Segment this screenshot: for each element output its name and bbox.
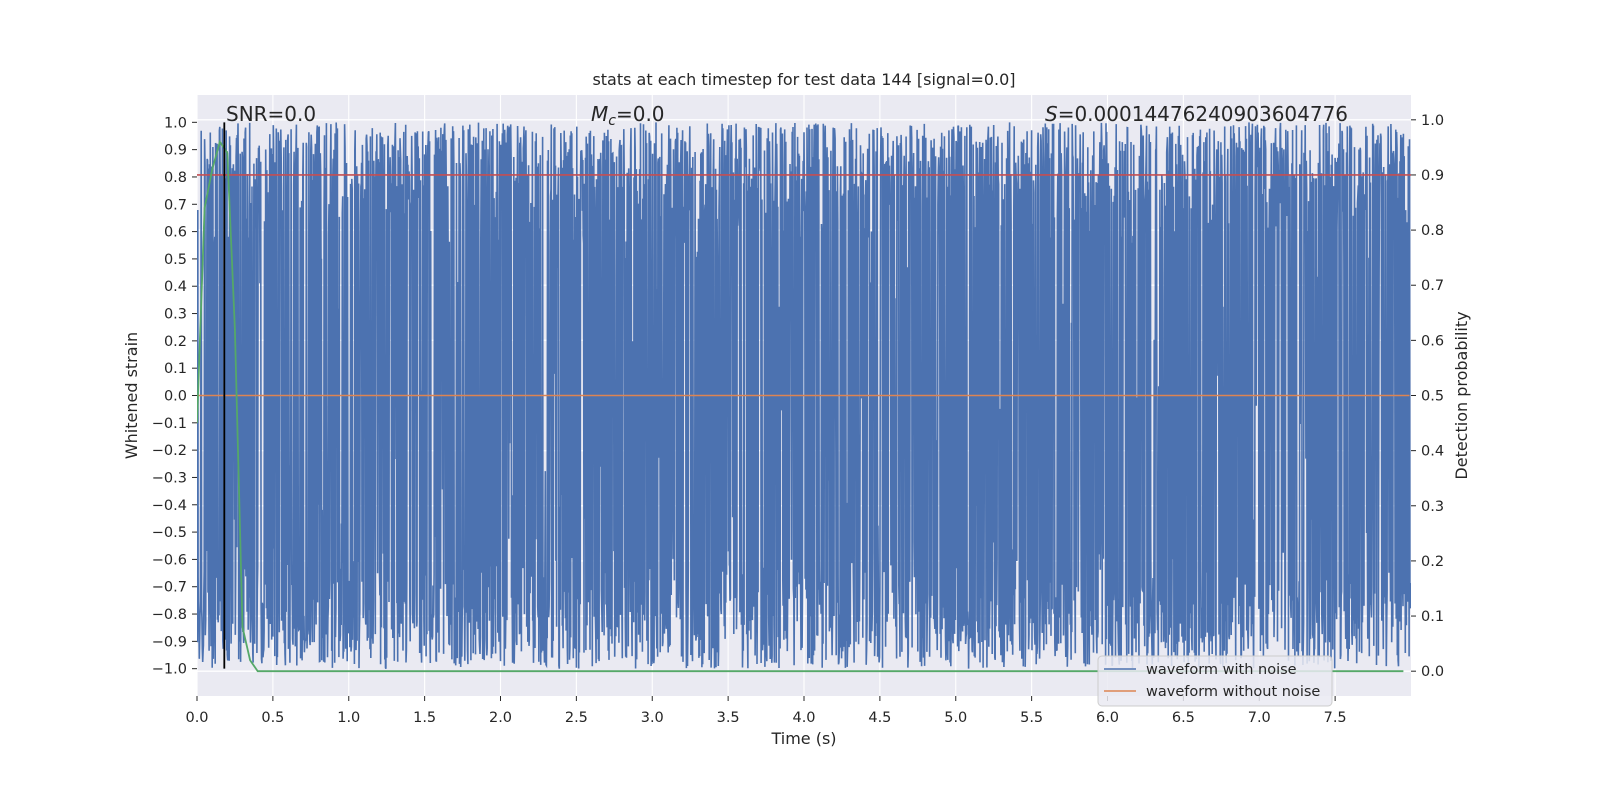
mc-symbol: M — [591, 102, 608, 126]
x-tick-label: 5.5 — [1020, 710, 1043, 726]
x-tick-label: 3.0 — [641, 710, 664, 726]
y-axis-right: 1.0 0.9 0.8 0.7 0.6 0.5 0.4 0.3 0.2 0.1 0.0 — [1411, 113, 1444, 680]
x-tick-label: 3.5 — [717, 710, 740, 726]
y2-tick-label: 0.6 — [1421, 333, 1444, 349]
y-tick-label: 0.0 — [164, 389, 187, 405]
y2-tick-label: 1.0 — [1421, 113, 1444, 129]
y-tick-label: 0.1 — [164, 361, 187, 377]
x-tick-label: 6.5 — [1172, 710, 1195, 726]
y2-tick-label: 0.7 — [1421, 278, 1444, 294]
y-tick-label: −0.5 — [152, 525, 187, 541]
y-tick-label: 0.2 — [164, 334, 187, 350]
y2-tick-label: 0.4 — [1421, 444, 1444, 460]
series-waveform-with-noise — [197, 122, 1411, 669]
y-tick-label: 0.5 — [164, 252, 187, 268]
y2-axis-label: Detection probability — [1452, 311, 1471, 479]
mc-subscript: c — [608, 113, 616, 129]
y-tick-label: −1.0 — [152, 662, 187, 678]
x-tick-label: 1.5 — [413, 710, 436, 726]
x-axis: 0.0 0.5 1.0 1.5 2.0 2.5 3.0 3.5 4.0 4.5 5.0 5.5 6.0 6… — [185, 696, 1347, 726]
s-symbol: S — [1045, 102, 1058, 126]
y2-tick-label: 0.1 — [1421, 609, 1444, 625]
snr-annotation: SNR=0.0 — [226, 102, 316, 126]
y-tick-label: −0.7 — [152, 580, 187, 596]
legend-label-with-noise: waveform with noise — [1146, 662, 1297, 678]
x-tick-label: 2.0 — [489, 710, 512, 726]
y2-tick-label: 0.0 — [1421, 664, 1444, 680]
x-tick-label: 4.5 — [868, 710, 891, 726]
y-tick-label: −0.1 — [152, 416, 187, 432]
y-axis-left: 1.0 0.9 0.8 0.7 0.6 0.5 0.4 0.3 0.2 0.1 0.0 −0.1 −0.… — [152, 115, 197, 678]
legend-box — [1097, 655, 1333, 707]
x-tick-label: 2.5 — [565, 710, 588, 726]
x-tick-label: 5.0 — [944, 710, 967, 726]
y-tick-label: −0.9 — [152, 634, 187, 650]
y-tick-label: 0.6 — [164, 225, 187, 241]
x-tick-label: 1.0 — [337, 710, 360, 726]
x-tick-label: 0.5 — [261, 710, 284, 726]
y2-tick-label: 0.8 — [1421, 223, 1444, 239]
x-tick-label: 7.0 — [1248, 710, 1271, 726]
y2-tick-label: 0.3 — [1421, 499, 1444, 515]
y-tick-label: −0.6 — [152, 552, 187, 568]
x-tick-label: 6.0 — [1096, 710, 1119, 726]
x-axis-label: Time (s) — [770, 729, 836, 748]
series-detection-probability — [197, 139, 1404, 673]
s-value: =0.00014476240903604776 — [1058, 102, 1348, 126]
x-tick-label: 0.0 — [185, 710, 208, 726]
y-tick-label: 1.0 — [164, 115, 187, 131]
chirp-mass-annotation: Mc=0.0 — [591, 102, 665, 129]
y2-tick-label: 0.9 — [1421, 168, 1444, 184]
y2-tick-label: 0.5 — [1421, 389, 1444, 405]
x-tick-label: 7.5 — [1324, 710, 1347, 726]
y-tick-label: 0.7 — [164, 197, 187, 213]
x-tick-label: 4.0 — [792, 710, 815, 726]
y-tick-label: −0.3 — [152, 470, 187, 486]
legend: waveform with noise waveform without noi… — [1097, 655, 1333, 707]
score-annotation: S=0.00014476240903604776 — [1045, 102, 1348, 126]
chart-title: stats at each timestep for test data 144… — [592, 70, 1015, 89]
y-tick-label: −0.2 — [152, 443, 187, 459]
y-tick-label: 0.9 — [164, 143, 187, 159]
y2-tick-label: 0.2 — [1421, 554, 1444, 570]
series-layer — [197, 122, 1411, 673]
mc-value: =0.0 — [616, 102, 665, 126]
y-tick-label: 0.8 — [164, 170, 187, 186]
y-tick-label: 0.4 — [164, 279, 187, 295]
y-axis-label: Whitened strain — [122, 332, 141, 459]
legend-label-without-noise: waveform without noise — [1146, 684, 1320, 700]
y-tick-label: −0.8 — [152, 607, 187, 623]
y-tick-label: −0.4 — [152, 498, 187, 514]
y-tick-label: 0.3 — [164, 307, 187, 323]
